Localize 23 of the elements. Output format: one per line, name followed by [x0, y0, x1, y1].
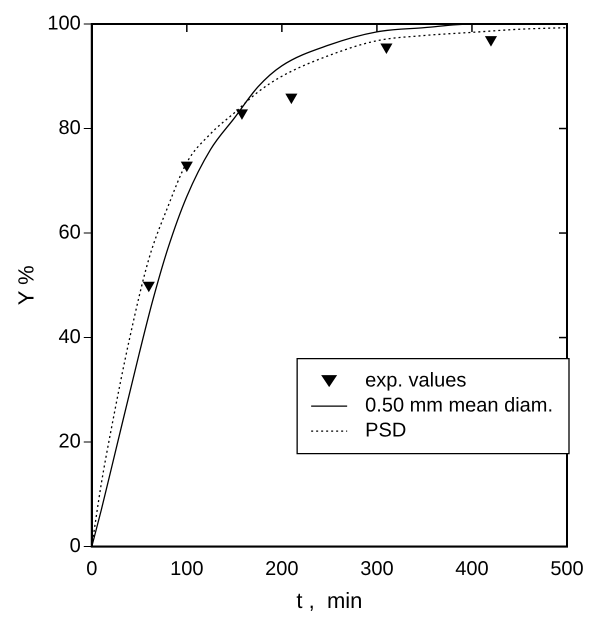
y-tick-label: 60	[58, 222, 81, 244]
legend-label: 0.50 mm mean diam.	[365, 394, 554, 417]
point	[180, 162, 193, 172]
point	[236, 109, 248, 120]
y-tick-label: 100	[47, 12, 81, 35]
point	[484, 36, 498, 47]
x-tick-label: 500	[550, 558, 584, 580]
point	[142, 282, 155, 292]
x-tick-label: 0	[86, 558, 98, 580]
x-tick-label: 200	[265, 558, 299, 580]
x-tick-label: 100	[170, 558, 204, 580]
legend-label: PSD	[365, 420, 406, 442]
y-tick-label: 40	[58, 326, 81, 348]
y-axis-title: Y %	[13, 265, 38, 306]
point	[380, 43, 392, 54]
y-tick-label: 20	[58, 430, 81, 453]
x-tick-label: 300	[360, 558, 394, 580]
x-tick-label: 400	[455, 558, 489, 580]
x-axis-title: t , min	[296, 588, 362, 613]
point	[285, 94, 298, 104]
y-tick-label: 0	[70, 535, 81, 558]
y-tick-label: 80	[58, 117, 81, 140]
legend-label: exp. values	[365, 370, 466, 392]
